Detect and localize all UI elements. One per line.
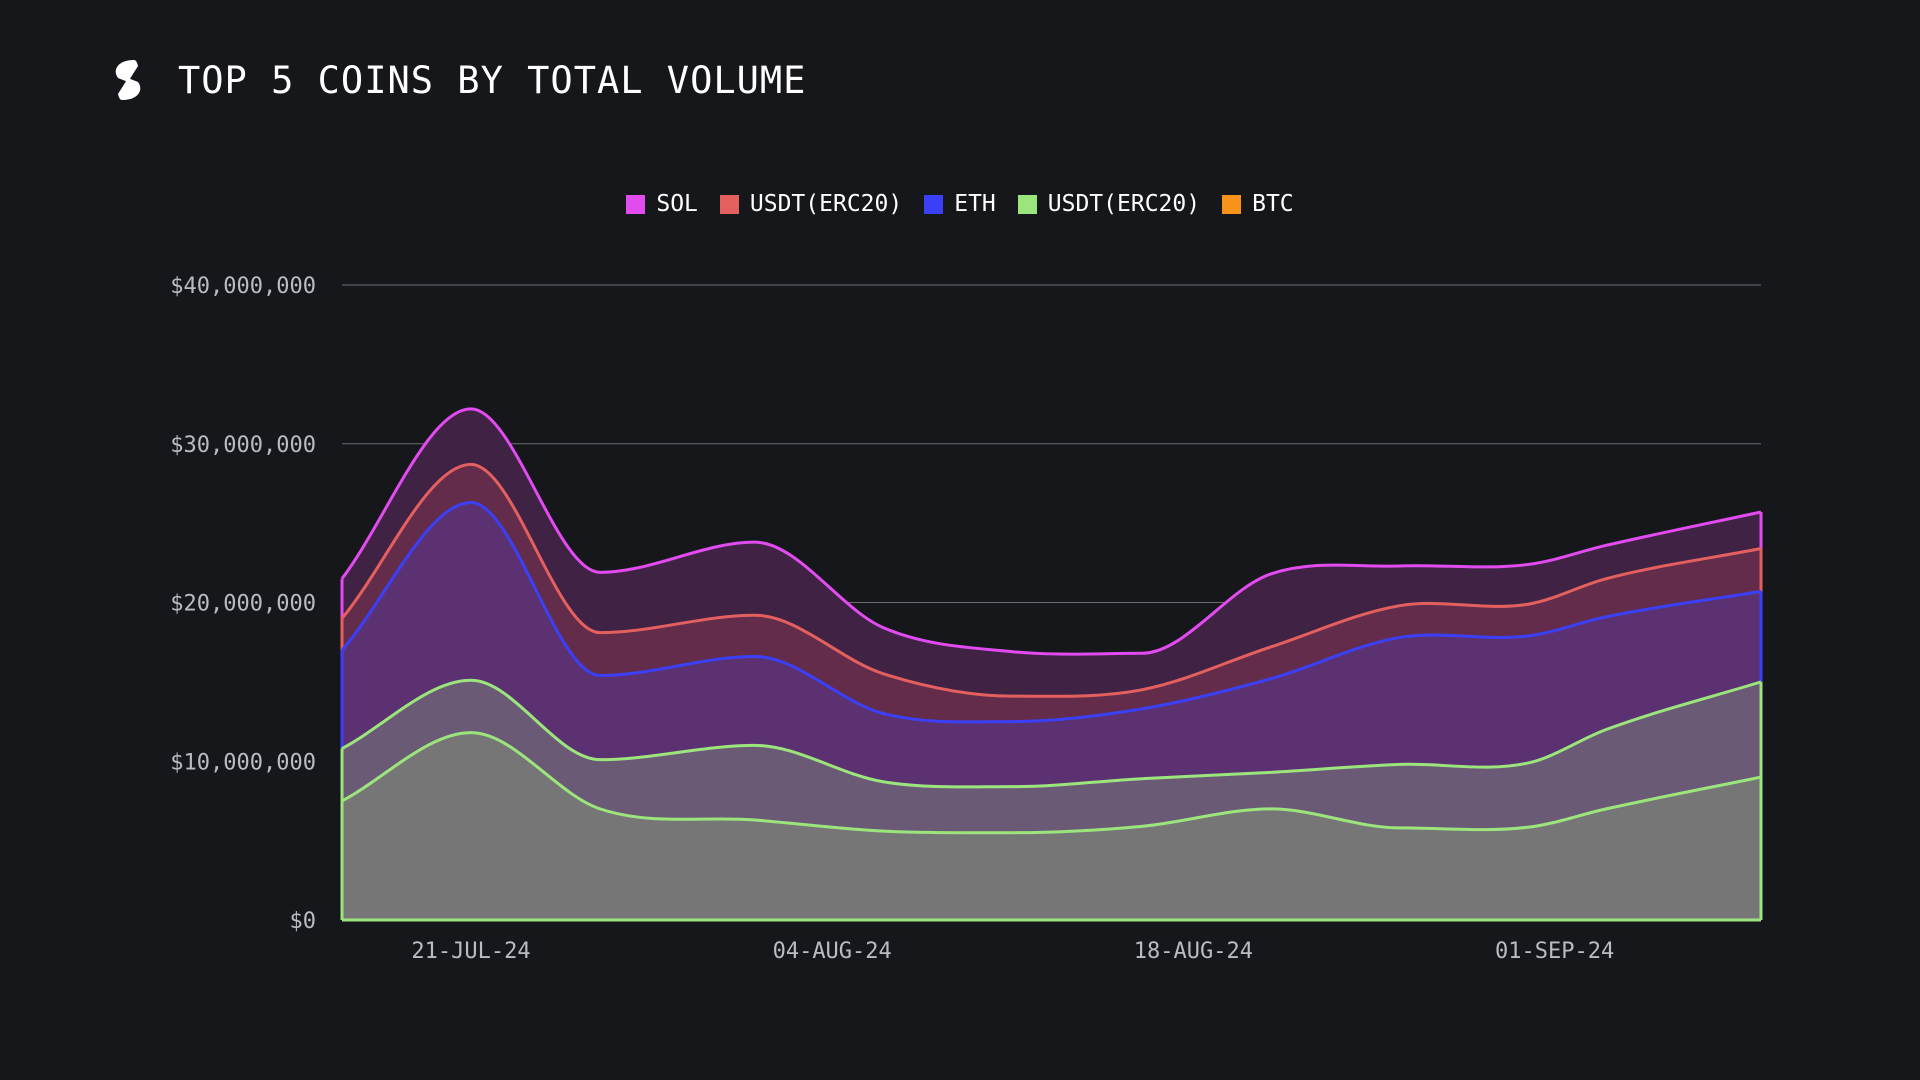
legend-item[interactable]: USDT(ERC20)	[719, 191, 903, 217]
area-fill	[342, 732, 1761, 920]
legend-label: ETH	[954, 191, 996, 217]
area-series	[340, 407, 1763, 922]
logo-icon	[115, 60, 141, 100]
y-tick-label: $20,000,000	[170, 592, 316, 617]
y-tick-label: $10,000,000	[170, 750, 316, 775]
header: TOP 5 COINS BY TOTAL VOLUME	[110, 58, 806, 102]
x-tick-label: 01-SEP-24	[1495, 939, 1614, 964]
y-tick-label: $30,000,000	[170, 433, 316, 458]
legend-swatch	[626, 194, 646, 214]
legend-item[interactable]: SOL	[626, 191, 698, 217]
legend-label: USDT(ERC20)	[1047, 191, 1201, 217]
legend-swatch	[719, 194, 739, 214]
legend-item[interactable]: USDT(ERC20)	[1017, 191, 1201, 217]
legend-swatch	[924, 194, 944, 214]
legend-swatch	[1222, 194, 1242, 214]
x-tick-label: 04-AUG-24	[773, 939, 892, 964]
legend-label: USDT(ERC20)	[749, 191, 903, 217]
y-tick-label: $0	[290, 909, 317, 934]
x-tick-label: 18-AUG-24	[1134, 939, 1253, 964]
legend-swatch	[1017, 194, 1037, 214]
series-line	[340, 500, 1762, 724]
y-axis-ticks: $0 $10,000,000 $20,000,000 $30,000,000 $40,0…	[170, 274, 316, 934]
series-line	[341, 731, 1762, 835]
y-tick-label: $40,000,000	[170, 274, 316, 299]
legend-label: SOL	[656, 191, 698, 217]
series-line	[340, 407, 1762, 656]
legend: SOL USDT(ERC20) ETH USDT(ERC20) BTC	[0, 191, 1920, 217]
x-tick-label: 21-JUL-24	[411, 939, 530, 964]
legend-item[interactable]: ETH	[924, 191, 996, 217]
area-series-4	[340, 731, 1763, 920]
x-axis-ticks: 21-JUL-24 04-AUG-24 18-AUG-24 01-SEP-24	[411, 939, 1614, 964]
chart-title: TOP 5 COINS BY TOTAL VOLUME	[178, 58, 807, 102]
series-line	[340, 462, 1762, 698]
legend-item[interactable]: BTC	[1222, 191, 1294, 217]
series-line	[341, 678, 1762, 789]
legend-label: BTC	[1252, 191, 1294, 217]
